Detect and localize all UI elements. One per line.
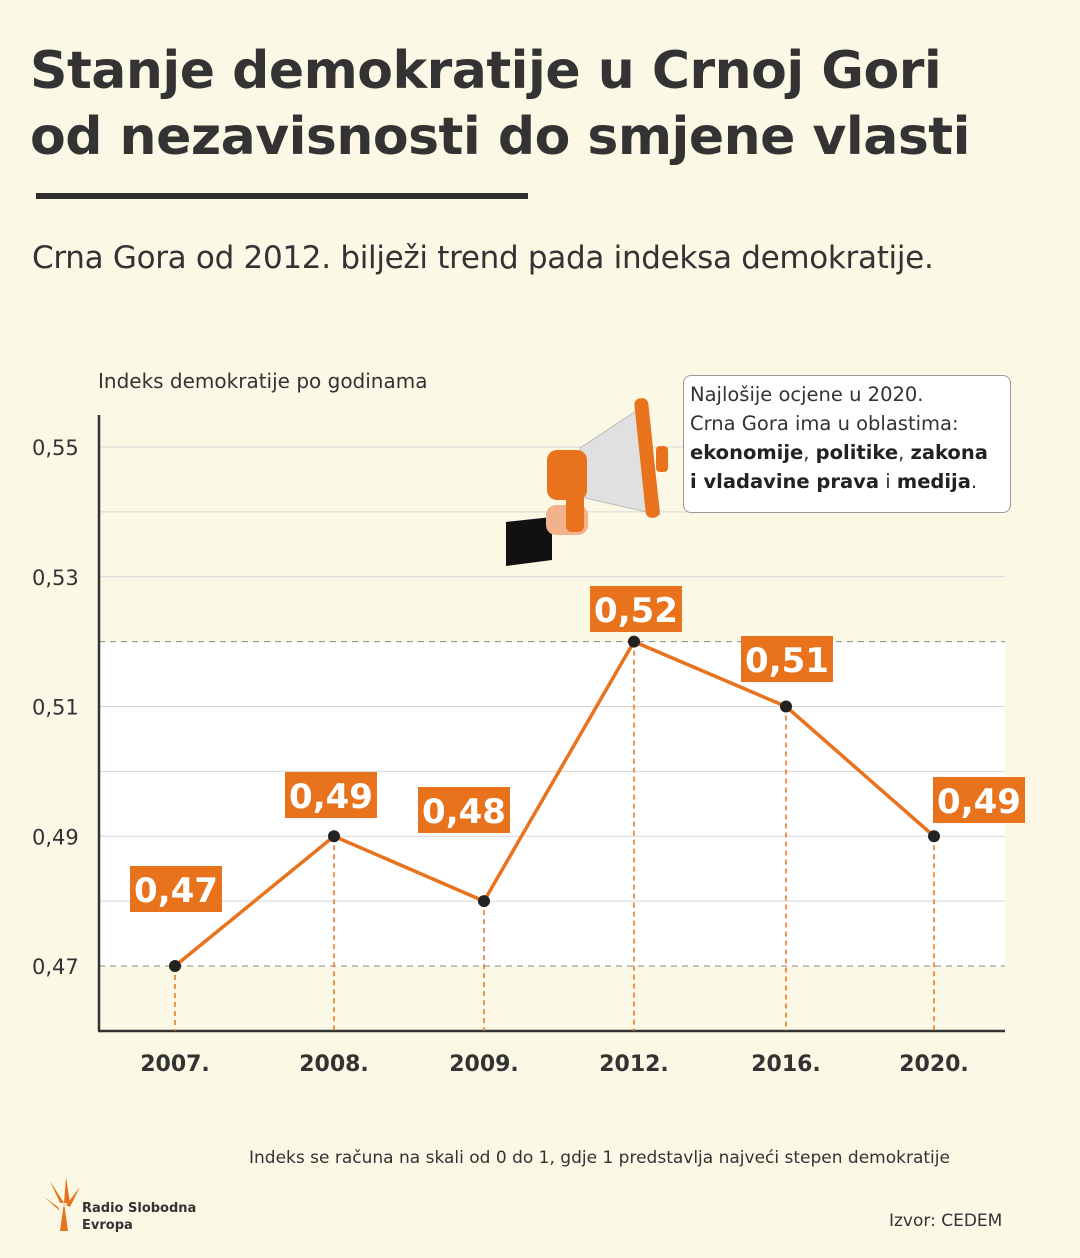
- data-point: [478, 895, 490, 908]
- title-underline: [36, 193, 528, 199]
- y-axis-label: Indeks demokratije po godinama: [98, 369, 427, 393]
- y-tick-label: 0,49: [32, 825, 79, 849]
- x-tick-label: 2020.: [899, 1052, 969, 1077]
- highlight-band: [99, 641, 1005, 966]
- data-label: 0,47: [134, 871, 218, 911]
- callout-line-4: i vladavine prava i medija.: [690, 467, 1004, 496]
- data-point: [628, 635, 640, 648]
- callout-separator: ,: [898, 441, 911, 464]
- title-rest-part: do smjene vlasti: [480, 107, 971, 167]
- callout-separator: ,: [803, 441, 816, 464]
- data-label: 0,52: [594, 591, 678, 631]
- x-tick-label: 2012.: [599, 1052, 669, 1077]
- x-tick-label: 2007.: [140, 1052, 210, 1077]
- line-chart: 0,55 0,53 0,51 0,49 0,47 Indeks demokratije p…: [32, 369, 1025, 1077]
- data-point: [780, 700, 792, 713]
- title-underlined-part: od nezavisnosti: [30, 107, 481, 167]
- chart-subtitle: Crna Gora od 2012. bilježi trend pada in…: [32, 240, 934, 276]
- title-line-2: od nezavisnosti do smjene vlasti: [30, 104, 970, 170]
- callout-line-3: ekonomije, politike, zakona: [690, 438, 1004, 467]
- data-label: 0,51: [745, 641, 829, 681]
- callout-area-economy: ekonomije: [690, 441, 804, 464]
- data-point: [328, 830, 340, 843]
- callout-area-politics: politike: [815, 441, 899, 464]
- callout-end: .: [970, 470, 978, 493]
- data-label-box: [590, 586, 682, 632]
- footnote: Indeks se računa na skali od 0 do 1, gdj…: [249, 1148, 950, 1168]
- x-tick-label: 2016.: [751, 1052, 821, 1077]
- callout-box: Najlošije ocjene u 2020. Crna Gora ima u…: [683, 375, 1011, 513]
- megaphone-icon: [506, 398, 668, 566]
- data-label: 0,49: [289, 777, 373, 817]
- callout-line-2: Crna Gora ima u oblastima:: [690, 412, 959, 435]
- data-point: [169, 960, 181, 972]
- y-tick-label: 0,53: [32, 566, 79, 590]
- series-line: [173, 639, 936, 968]
- logo-line-1: Radio Slobodna: [82, 1201, 197, 1216]
- callout-area-law: zakona: [910, 441, 988, 464]
- y-tick-label: 0,55: [32, 436, 79, 460]
- data-point: [928, 830, 940, 843]
- callout-separator: i: [879, 470, 897, 493]
- x-tick-label: 2009.: [449, 1052, 519, 1077]
- rfe-logo-icon: [44, 1177, 80, 1231]
- logo-line-2: Evropa: [82, 1218, 133, 1233]
- logo-text: Radio Slobodna Evropa: [82, 1200, 196, 1234]
- callout-area-media: medija: [896, 470, 971, 493]
- x-tick-label: 2008.: [299, 1052, 369, 1077]
- data-label: 0,49: [937, 782, 1021, 822]
- data-label-box: [285, 772, 377, 818]
- data-label-box: [933, 777, 1025, 823]
- data-label-box: [741, 636, 833, 682]
- data-label-box: [418, 787, 510, 833]
- source-credit: Izvor: CEDEM: [889, 1211, 1003, 1231]
- callout-line-1: Najlošije ocjene u 2020.: [690, 383, 924, 406]
- data-label-box: [130, 866, 222, 912]
- data-label: 0,48: [422, 792, 506, 832]
- chart-title: Stanje demokratije u Crnoj Gori od nezav…: [30, 38, 970, 170]
- title-line-1: Stanje demokratije u Crnoj Gori: [30, 41, 942, 101]
- y-tick-label: 0,51: [32, 696, 79, 720]
- callout-area-rule-of-law: i vladavine prava: [690, 470, 880, 493]
- y-tick-label: 0,47: [32, 955, 79, 979]
